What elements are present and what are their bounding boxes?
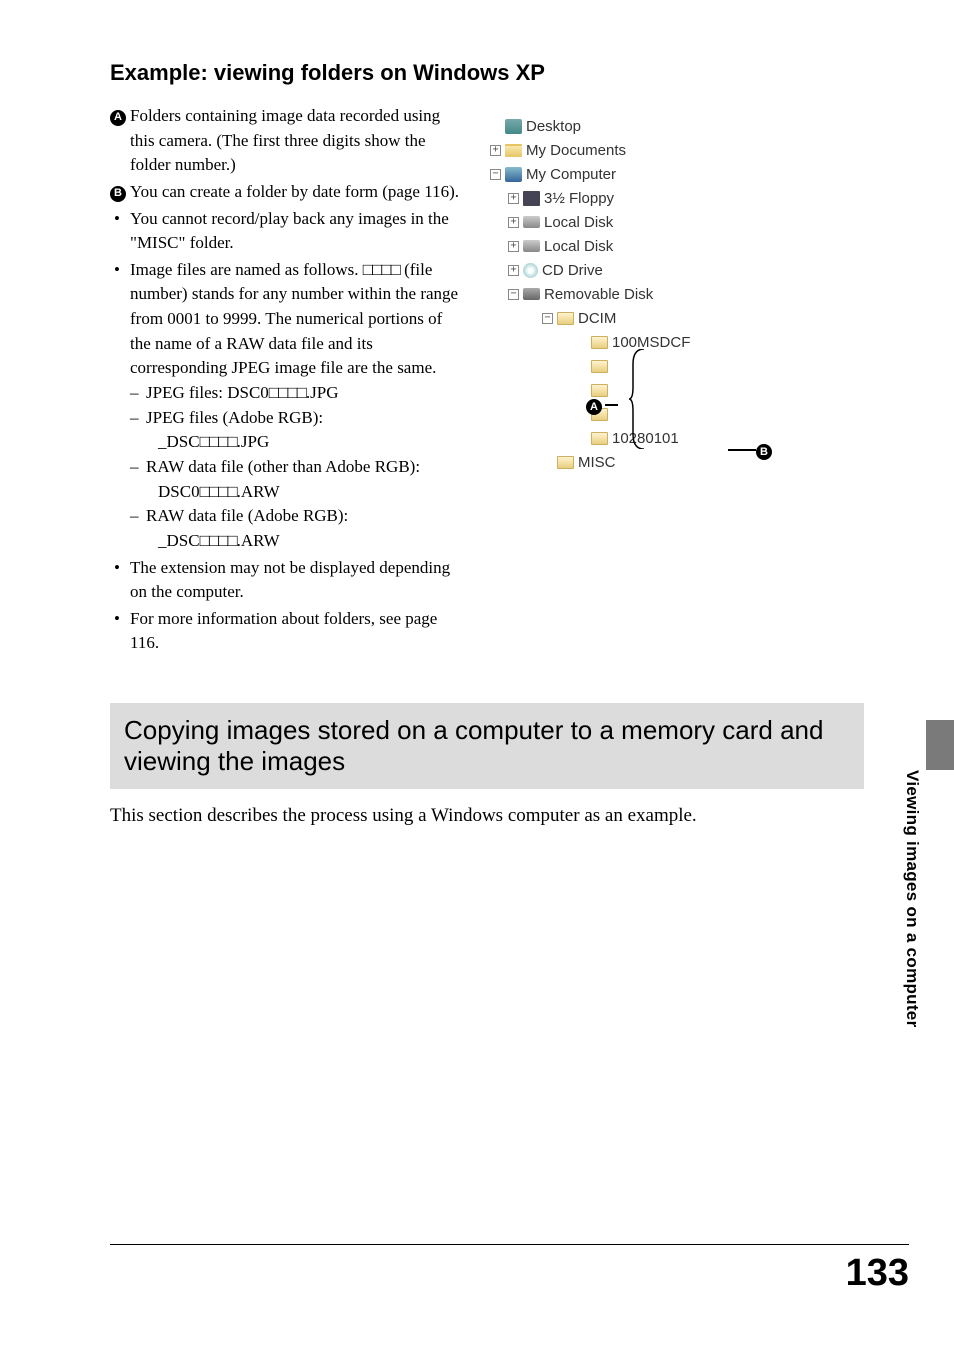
folder-icon [591,384,608,397]
example-heading: Example: viewing folders on Windows XP [110,60,864,86]
sub-4-label: RAW data file (Adobe RGB): [146,506,348,525]
tree-mydocs: + My Documents [490,138,864,162]
tree-mycomp-label: My Computer [526,166,616,183]
sub-1: – JPEG files: DSC0□□□□.JPG [130,381,460,406]
tree-local2: + Local Disk [490,234,864,258]
tree-local1: + Local Disk [490,210,864,234]
sub-1-ext: .JPG [306,383,339,402]
floppy-icon [523,191,540,206]
my-computer-icon [505,167,522,182]
item-b: B You can create a folder by date form (… [110,180,460,205]
sub-3-file: DSC0□□□□.ARW [130,480,460,505]
sub-2-file: _DSC□□□□.JPG [130,430,460,455]
disk-icon [523,216,540,228]
section-heading: Copying images stored on a computer to a… [124,715,850,777]
tree-cd-label: CD Drive [542,262,603,279]
expand-plus-icon: + [508,241,519,252]
marker-b-icon: B [110,186,126,202]
folder-icon [557,456,574,469]
folder-icon [505,144,522,157]
callout-b: B [756,442,772,460]
sub-3-ext: .ARW [237,482,280,501]
tree-mydocs-label: My Documents [526,142,626,159]
sub-2-label: JPEG files (Adobe RGB): [146,408,323,427]
desktop-icon [505,119,522,134]
sub-2-ext: .JPG [237,432,270,451]
bullet-1-text: You cannot record/play back any images i… [130,209,449,253]
tree-folder-blank2 [490,378,864,402]
expand-plus-icon: + [490,145,501,156]
section-heading-box: Copying images stored on a computer to a… [110,703,864,789]
callout-b-label: B [756,444,772,460]
sub-4: – RAW data file (Adobe RGB): [130,504,460,529]
item-a-text: Folders containing image data recorded u… [130,106,440,174]
tree-mycomp: − My Computer [490,162,864,186]
tree-cd: + CD Drive [490,258,864,282]
folder-icon [591,336,608,349]
expand-minus-icon: − [490,169,501,180]
tree-floppy-label: 3½ Floppy [544,190,614,207]
bullet-2-pre: Image files are named as follows. [130,260,363,279]
left-column: A Folders containing image data recorded… [110,104,460,658]
callout-line-b [728,449,756,451]
bullet-4-text: For more information about folders, see … [130,609,437,653]
tree-date-folder: 10280101 [490,426,864,450]
folder-icon [591,432,608,445]
tree-local2-label: Local Disk [544,238,613,255]
tree-desktop-label: Desktop [526,118,581,135]
sub-3: – RAW data file (other than Adobe RGB): [130,455,460,480]
callout-a: A [586,397,602,415]
bullet-3: • The extension may not be displayed dep… [110,556,460,605]
expand-plus-icon: + [508,193,519,204]
tree-removable-label: Removable Disk [544,286,653,303]
item-b-text: You can create a folder by date form (pa… [130,182,459,201]
side-tab [926,720,954,770]
sub-3-pre: DSC0 [158,482,200,501]
sub-1-label: JPEG files: DSC0 [146,383,269,402]
bullet-1: • You cannot record/play back any images… [110,207,460,256]
sub-2: – JPEG files (Adobe RGB): [130,406,460,431]
tree-100msdcf-label: 100MSDCF [612,334,690,351]
tree-panel: Desktop + My Documents − My Computer + 3… [490,104,864,658]
side-label: Viewing images on a computer [902,770,922,1027]
callout-line-a [605,404,618,406]
expand-minus-icon: − [508,289,519,300]
sub-3-label: RAW data file (other than Adobe RGB): [146,457,420,476]
removable-disk-icon [523,288,540,300]
callout-a-label: A [586,399,602,415]
footer-line [110,1244,909,1245]
folder-icon [557,312,574,325]
tree-folder-blank3 [490,402,864,426]
cd-icon [523,263,538,278]
page-number: 133 [846,1252,909,1295]
sub-4-ext: .ARW [237,531,280,550]
marker-a-icon: A [110,110,126,126]
tree-dcim: − DCIM [490,306,864,330]
sub-4-pre: _DSC [158,531,200,550]
expand-minus-icon: − [542,313,553,324]
sub-2-pre: _DSC [158,432,200,451]
tree-date-label: 10280101 [612,430,679,447]
section-body: This section describes the process using… [110,803,864,830]
bracket-icon [629,349,644,449]
sub-4-file: _DSC□□□□.ARW [130,529,460,554]
tree-floppy: + 3½ Floppy [490,186,864,210]
expand-plus-icon: + [508,265,519,276]
bullet-3-text: The extension may not be displayed depen… [130,558,450,602]
tree-misc-label: MISC [578,454,616,471]
folder-icon [591,360,608,373]
tree-removable: − Removable Disk [490,282,864,306]
tree-desktop: Desktop [490,114,864,138]
tree-dcim-label: DCIM [578,310,616,327]
item-a: A Folders containing image data recorded… [110,104,460,178]
tree-100msdcf: 100MSDCF [490,330,864,354]
expand-plus-icon: + [508,217,519,228]
tree-local1-label: Local Disk [544,214,613,231]
disk-icon [523,240,540,252]
tree-misc: MISC [490,450,864,474]
tree-folder-blank1 [490,354,864,378]
bullet-2: • Image files are named as follows. □□□□… [110,258,460,554]
bullet-4: • For more information about folders, se… [110,607,460,656]
